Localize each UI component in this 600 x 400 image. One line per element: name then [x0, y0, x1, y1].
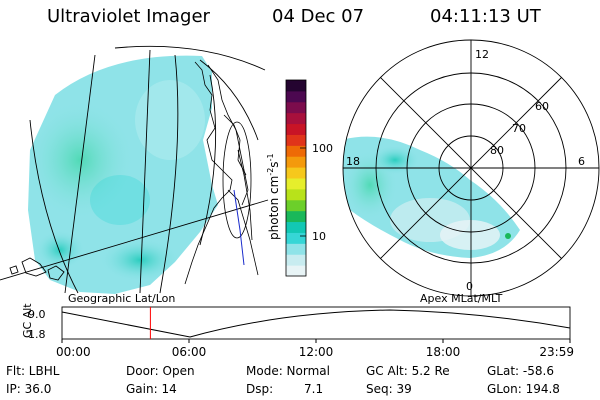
ip-info: IP: 36.0	[6, 382, 52, 396]
colorbar-cell	[286, 80, 306, 92]
colorbar-cell	[286, 188, 306, 201]
polar-map: 12 18 6 0 60 70 80	[342, 39, 600, 297]
colorbar-cell	[286, 254, 306, 266]
alt-tick-1-8: 1.8	[28, 328, 46, 341]
colorbar-cells	[286, 80, 306, 277]
glon-info: GLon: 194.8	[487, 382, 560, 396]
x-tick-label: 23:59	[539, 345, 574, 359]
colorbar: 100 10 photon cm-2s-1	[266, 79, 333, 277]
dsp-value: 7.1	[304, 382, 324, 396]
mlt-label-18: 18	[346, 155, 360, 168]
altitude-axis-label: GC Alt	[21, 303, 34, 338]
colorbar-cell	[286, 199, 306, 212]
dsp-label: Dsp:	[246, 382, 274, 396]
alt-tick-9: 9.0	[28, 308, 46, 321]
altitude-x-ticks: 00:00 06:00 12:00 18:00 23:59	[56, 339, 574, 359]
date-label: 04 Dec 07	[272, 6, 365, 27]
colorbar-cell	[286, 232, 306, 244]
seq-info: Seq: 39	[366, 382, 412, 396]
mode-info: Mode: Normal	[246, 364, 330, 378]
colorbar-cell	[286, 112, 306, 125]
x-tick-label: 00:00	[56, 345, 91, 359]
colorbar-cell	[286, 221, 306, 233]
gain-info: Gain: 14	[126, 382, 177, 396]
colorbar-cell	[286, 243, 306, 255]
time-label: 04:11:13 UT	[430, 6, 541, 27]
colorbar-cell	[286, 145, 306, 157]
colorbar-cell	[286, 134, 306, 146]
colorbar-cell	[286, 101, 306, 114]
colorbar-cell	[286, 90, 306, 103]
instrument-title: Ultraviolet Imager	[47, 6, 210, 27]
altitude-plot: GC Alt 9.0 1.8 00:00 06:00 12:00 18:00 23:59	[21, 303, 574, 359]
x-tick-label: 12:00	[299, 345, 334, 359]
altitude-curve	[61, 309, 571, 338]
lat-label-70: 70	[512, 122, 526, 135]
filter-info: Flt: LBHL	[6, 364, 60, 378]
x-tick-label: 18:00	[426, 345, 461, 359]
colorbar-tick-100: 100	[312, 142, 333, 155]
colorbar-cell	[286, 178, 306, 190]
colorbar-cell	[286, 123, 306, 135]
left-map-caption: Geographic Lat/Lon	[68, 292, 175, 305]
glat-info: GLat: -58.6	[487, 364, 554, 378]
door-info: Door: Open	[126, 364, 195, 378]
colorbar-label: photon cm-2s-1	[266, 153, 281, 240]
colorbar-cell	[286, 210, 306, 223]
colorbar-tick-10: 10	[312, 230, 326, 243]
colorbar-cell	[286, 167, 306, 179]
x-tick-label: 06:00	[172, 345, 207, 359]
colorbar-cell	[286, 156, 306, 168]
gc-alt-info: GC Alt: 5.2 Re	[366, 364, 450, 378]
colorbar-cell	[286, 265, 306, 277]
mlt-label-12: 12	[475, 48, 489, 61]
geographic-map	[0, 45, 269, 294]
lat-label-80: 80	[490, 144, 504, 157]
lat-label-60: 60	[535, 100, 549, 113]
mlt-label-6: 6	[578, 155, 585, 168]
mlt-label-0: 0	[466, 280, 473, 293]
polar-map-caption: Apex MLat/MLT	[420, 292, 503, 305]
